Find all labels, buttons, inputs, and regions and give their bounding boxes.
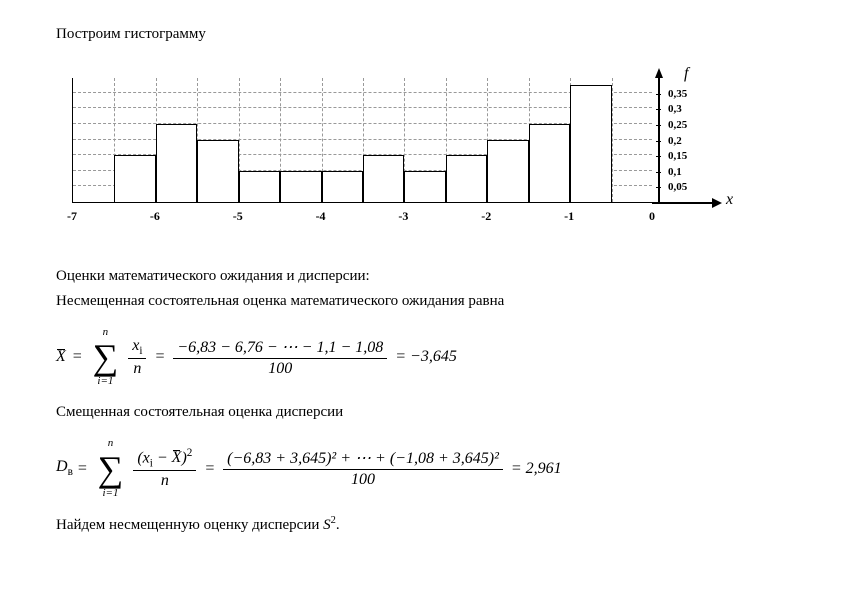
y-tick-label: 0,15 — [668, 150, 687, 162]
histogram-bar — [404, 171, 445, 202]
histogram-bar — [197, 140, 238, 203]
formula-variance: Dв = n ∑ i=1 (xi − X)2 n = (−6,83 + 3,64… — [56, 437, 799, 499]
fraction-expansion: −6,83 − 6,76 − ⋯ − 1,1 − 1,08 100 — [173, 337, 387, 378]
y-tick — [656, 94, 661, 95]
section4-text: Найдем несмещенную оценку дисперсии S2. — [56, 514, 799, 536]
y-tick — [656, 187, 661, 188]
y-axis-label: f — [684, 65, 688, 83]
y-tick — [656, 109, 661, 110]
y-tick-label: 0,25 — [668, 119, 687, 131]
y-tick-label: 0,35 — [668, 88, 687, 100]
sum-symbol: n ∑ i=1 — [91, 326, 121, 388]
y-tick-label: 0,2 — [668, 135, 682, 147]
fraction-variance-1: (xi − X)2 n — [133, 447, 196, 491]
histogram-chart: x f -7 -6 -5 -4 -3 -2 -1 0 0,05 0,1 0,15 0,2 0,25 0,3… — [56, 63, 756, 238]
chart-plot-area — [72, 78, 652, 203]
y-tick-label: 0,05 — [668, 181, 687, 193]
x-tick-label: -5 — [233, 209, 243, 224]
histogram-bar — [446, 155, 487, 202]
x-tick-label: -4 — [316, 209, 326, 224]
estimates-line1: Оценки математического ожидания и диспер… — [56, 266, 799, 287]
variance-result: = 2,961 — [511, 460, 562, 478]
y-tick — [656, 156, 661, 157]
y-tick — [656, 141, 661, 142]
histogram-bar — [487, 140, 528, 203]
y-tick — [656, 125, 661, 126]
section2-text: Оценки математического ожидания и диспер… — [56, 266, 799, 312]
x-tick-label: -7 — [67, 209, 77, 224]
xbar-result: = −3,645 — [395, 348, 457, 366]
histogram-bar — [114, 155, 155, 202]
x-axis-arrow — [652, 202, 712, 204]
xbar-symbol: X — [56, 348, 66, 365]
x-tick-label: -1 — [564, 209, 574, 224]
formula-xbar: X = n ∑ i=1 xi n = −6,83 − 6,76 − ⋯ − 1,… — [56, 326, 799, 388]
section3-text: Смещенная состоятельная оценка дисперсии — [56, 402, 799, 423]
y-tick-label: 0,1 — [668, 166, 682, 178]
histogram-bar — [570, 85, 611, 202]
sum-symbol-2: n ∑ i=1 — [96, 437, 126, 499]
gridline-v — [612, 78, 613, 202]
x-tick-label: -3 — [398, 209, 408, 224]
histogram-bar — [363, 155, 404, 202]
histogram-bar — [239, 171, 280, 202]
y-tick-label: 0,3 — [668, 103, 682, 115]
fraction-xi-n: xi n — [128, 337, 146, 378]
histogram-bar — [156, 124, 197, 202]
estimates-line2: Несмещенная состоятельная оценка математ… — [56, 291, 799, 312]
d-symbol: D — [56, 458, 68, 475]
x-tick-label: -6 — [150, 209, 160, 224]
x-tick-label: -2 — [481, 209, 491, 224]
fraction-variance-2: (−6,83 + 3,645)² + ⋯ + (−1,08 + 3,645)² … — [223, 448, 503, 489]
x-tick-label: 0 — [649, 209, 655, 224]
x-axis-label: x — [726, 191, 733, 209]
histogram-bar — [322, 171, 363, 202]
heading: Построим гистограмму — [56, 24, 799, 45]
histogram-bar — [280, 171, 321, 202]
histogram-bar — [529, 124, 570, 202]
y-tick — [656, 172, 661, 173]
